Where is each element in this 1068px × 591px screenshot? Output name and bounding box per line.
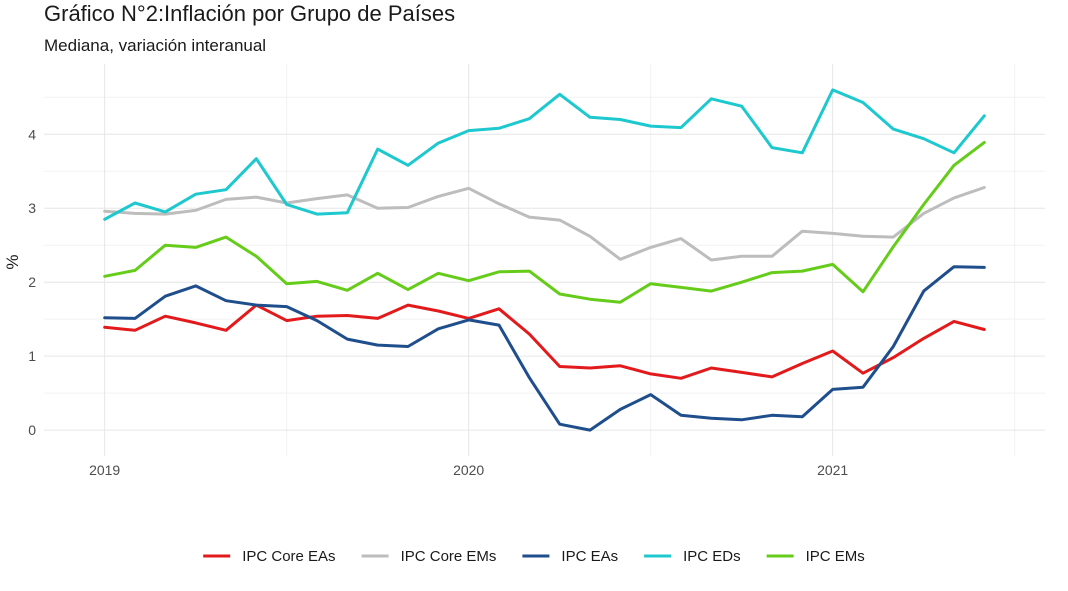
x-tick-label: 2019 [89,462,120,478]
legend-label-ipc-ems: IPC EMs [806,548,865,565]
series-line-ipc-core-eas [103,303,986,380]
y-tick-label: 4 [28,126,36,142]
legend-label-ipc-eds: IPC EDs [683,548,741,565]
y-tick-label: 0 [28,422,36,438]
axis-layer: 2019 2020 2021 0 1 2 3 4 [28,126,848,478]
grid-layer [44,64,1045,456]
y-tick-label: 1 [28,348,36,364]
legend-item-ipc-eds: IPC EDs [644,548,741,565]
chart-title: Gráfico N°2:Inflación por Grupo de Paíse… [44,1,456,26]
legend: IPC Core EAs IPC Core EMs IPC EAs IPC EDs IP… [203,548,865,565]
y-axis-title: % [3,254,22,269]
legend-label-ipc-core-ems: IPC Core EMs [401,548,497,565]
series-layer [103,88,986,432]
y-tick-label: 2 [28,274,36,290]
chart-subtitle: Mediana, variación interanual [44,36,267,55]
y-tick-label: 3 [28,200,36,216]
series-line-ipc-core-ems [103,186,986,262]
legend-label-ipc-eas: IPC EAs [561,548,618,565]
legend-item-ipc-eas: IPC EAs [522,548,618,565]
legend-item-ipc-core-ems: IPC Core EMs [361,548,497,565]
legend-item-ipc-ems: IPC EMs [766,548,865,565]
x-tick-label: 2021 [817,462,848,478]
series-line-ipc-eds [103,88,986,221]
legend-label-ipc-core-eas: IPC Core EAs [242,548,335,565]
x-tick-label: 2020 [453,462,484,478]
legend-item-ipc-core-eas: IPC Core EAs [203,548,336,565]
series-line-ipc-ems [103,140,986,304]
series-line-ipc-eas [103,265,986,432]
